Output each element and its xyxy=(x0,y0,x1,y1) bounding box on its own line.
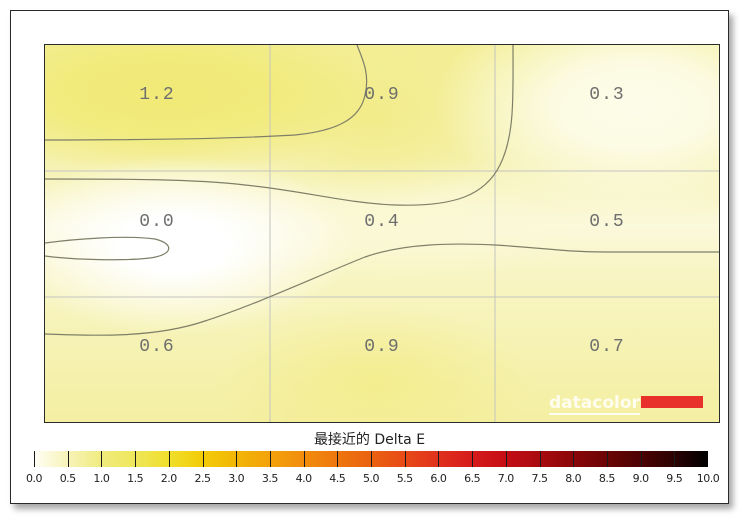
colorbar-tick-label: 6.5 xyxy=(464,472,481,485)
colorbar-tick xyxy=(438,451,440,467)
cell-value-r3c3: 0.7 xyxy=(589,337,625,357)
colorbar-tick xyxy=(640,451,642,467)
colorbar-tick-label: 2.0 xyxy=(160,472,178,485)
colorbar-tick xyxy=(303,451,305,467)
logo-red-bar xyxy=(640,396,703,408)
heatmap-gradient xyxy=(45,45,719,422)
colorbar-tick-label: 5.0 xyxy=(363,472,380,485)
colorbar-tick-label: 0.0 xyxy=(26,472,43,485)
colorbar-segment xyxy=(371,451,406,467)
colorbar-tick xyxy=(168,451,170,467)
colorbar-segment xyxy=(573,451,608,467)
colorbar-tick-label: 3.0 xyxy=(228,472,245,485)
cell-value-r2c1: 0.0 xyxy=(139,212,175,232)
colorbar-tick xyxy=(337,451,339,467)
colorbar-segment xyxy=(674,451,709,467)
colorbar-segment xyxy=(606,451,642,467)
colorbar-segment xyxy=(640,451,675,467)
colorbar-tick xyxy=(236,451,238,467)
colorbar-tick-label: 1.0 xyxy=(93,472,110,485)
colorbar-tick-label: 4.5 xyxy=(329,472,346,485)
colorbar-segment xyxy=(202,451,237,467)
colorbar-tick-label: 6.0 xyxy=(430,472,447,485)
colorbar-tick-label: 10.0 xyxy=(696,472,720,485)
colorbar-tick xyxy=(202,451,204,467)
colorbar-tick-label: 7.5 xyxy=(531,472,549,485)
colorbar-tick-label: 9.5 xyxy=(666,472,683,485)
colorbar-tick xyxy=(674,451,676,467)
colorbar-tick xyxy=(472,451,474,467)
colorbar-tick-label: 3.5 xyxy=(261,472,279,485)
cell-value-r3c1: 0.6 xyxy=(139,337,175,357)
colorbar-segment xyxy=(135,451,170,467)
colorbar-tick-label: 4.0 xyxy=(295,472,313,485)
logo-text: datacolor xyxy=(549,393,640,415)
colorbar-tick-label: 0.5 xyxy=(59,472,77,485)
colorbar-segment xyxy=(472,451,507,467)
colorbar-tick xyxy=(67,451,69,467)
uniformity-heatmap: 1.2 0.9 0.3 0.0 0.4 0.5 0.6 0.9 0.7 data… xyxy=(44,44,720,423)
colorbar-segment xyxy=(404,451,439,467)
colorbar-tick xyxy=(606,451,608,467)
contour-lines xyxy=(45,45,719,336)
cell-value-r1c1: 1.2 xyxy=(139,85,175,105)
cell-value-r1c3: 0.3 xyxy=(589,85,625,105)
cell-value-r2c2: 0.4 xyxy=(364,212,400,232)
colorbar-tick-label: 9.0 xyxy=(632,472,650,485)
colorbar-tick xyxy=(34,451,35,467)
datacolor-logo: datacolor xyxy=(549,391,703,417)
colorbar-tick-label: 7.0 xyxy=(497,472,515,485)
colorbar-segment xyxy=(438,451,473,467)
colorbar-segment xyxy=(67,451,102,467)
cell-value-r2c3: 0.5 xyxy=(589,212,625,232)
colorbar-tick xyxy=(505,451,507,467)
colorbar xyxy=(34,451,709,467)
colorbar-segment xyxy=(269,451,305,467)
colorbar-tick xyxy=(539,451,541,467)
colorbar-tick-label: 8.5 xyxy=(598,472,616,485)
colorbar-segment xyxy=(34,451,69,467)
colorbar-segment xyxy=(236,451,271,467)
colorbar-tick xyxy=(371,451,372,467)
colorbar-tick xyxy=(404,451,406,467)
colorbar-segment xyxy=(539,451,574,467)
colorbar-tick xyxy=(573,451,575,467)
colorbar-title: 最接近的 Delta E xyxy=(313,432,426,448)
colorbar-tick-label: 1.5 xyxy=(127,472,144,485)
colorbar-segment xyxy=(505,451,540,467)
cell-value-r1c2: 0.9 xyxy=(364,85,400,105)
colorbar-tick-label: 5.5 xyxy=(396,472,414,485)
colorbar-tick-label: 8.0 xyxy=(565,472,582,485)
colorbar-segment xyxy=(101,451,136,467)
grid-lines xyxy=(45,45,719,422)
colorbar-tick xyxy=(269,451,271,467)
cell-value-r3c2: 0.9 xyxy=(364,337,400,357)
colorbar-tick xyxy=(101,451,103,467)
colorbar-segment xyxy=(168,451,203,467)
colorbar-tick-label: 2.5 xyxy=(194,472,212,485)
colorbar-tick xyxy=(135,451,137,467)
heatmap-overlay xyxy=(45,45,719,422)
chart-frame: 1.2 0.9 0.3 0.0 0.4 0.5 0.6 0.9 0.7 data… xyxy=(10,10,729,504)
colorbar-segment xyxy=(337,451,372,467)
colorbar-segment xyxy=(303,451,338,467)
